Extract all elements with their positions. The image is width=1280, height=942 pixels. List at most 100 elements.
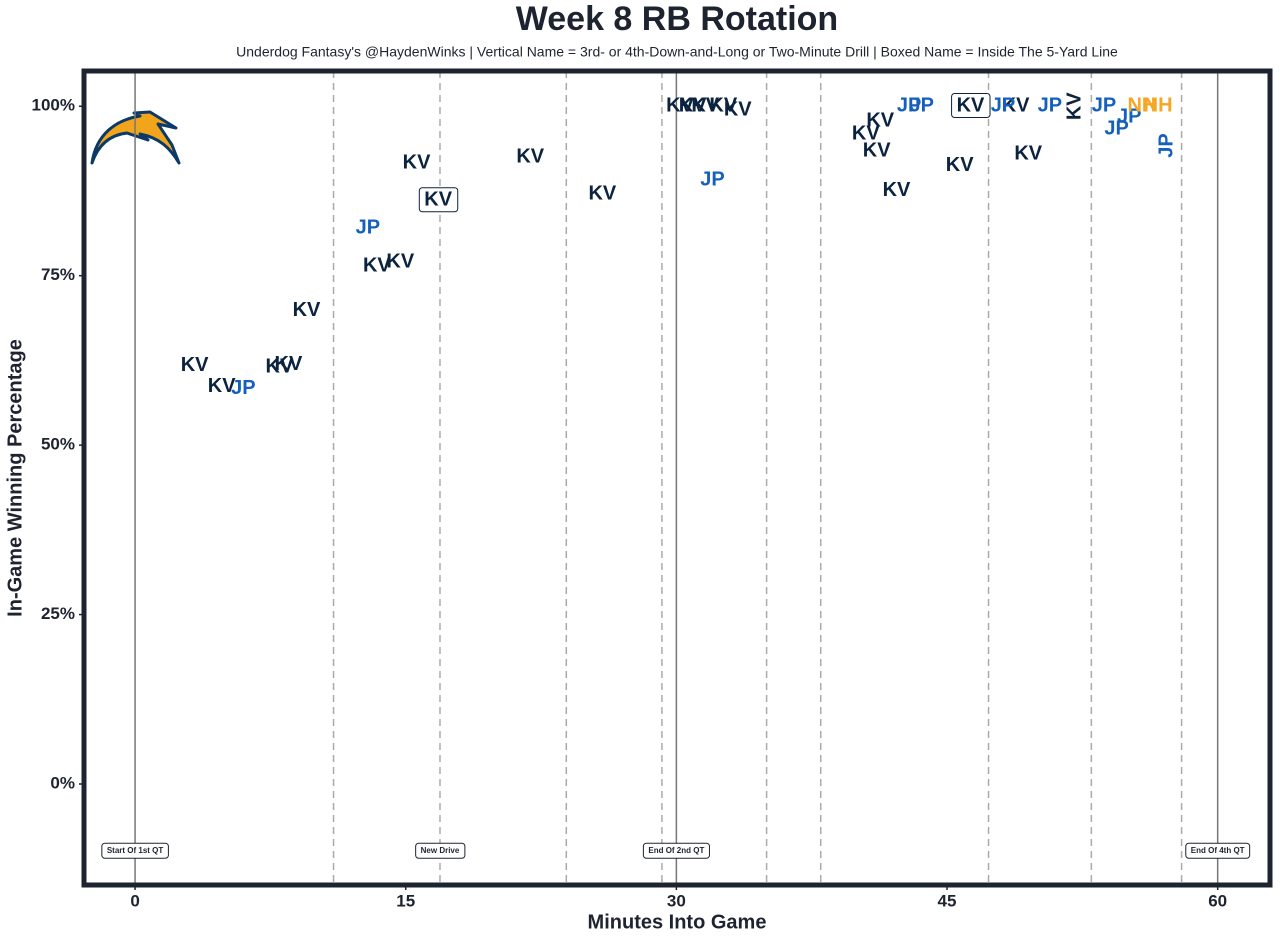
point-group: KV: [403, 151, 431, 173]
point-group: JP: [231, 377, 255, 399]
point-group: KV: [293, 299, 321, 321]
point-label: KV: [866, 109, 894, 131]
point-group: KV: [946, 154, 974, 176]
inside-5-box: [418, 187, 459, 213]
point-group: JP: [1092, 95, 1116, 117]
point-group: KV: [951, 93, 991, 119]
point-group: JP: [991, 95, 1015, 117]
point-label: JP: [1117, 105, 1141, 127]
point-group: KV: [679, 95, 707, 117]
point-label: NH: [1127, 95, 1156, 117]
point-label: KV: [403, 151, 431, 173]
point-group: KV: [266, 355, 294, 377]
chart-subtitle: Underdog Fantasy's @HaydenWinks | Vertic…: [236, 44, 1118, 60]
team-logo: [90, 110, 181, 165]
point-label: JP: [1092, 95, 1116, 117]
annotation-text: End Of 4th QT: [1191, 846, 1245, 855]
annotation: End Of 4th QT: [1185, 842, 1251, 859]
point-label: KV: [863, 139, 891, 161]
point-label: KV: [363, 254, 391, 276]
chart-title: Week 8 RB Rotation: [516, 0, 838, 38]
point-group: KV: [1014, 143, 1042, 165]
annotation: New Drive: [415, 842, 466, 859]
point-label: JP: [1038, 95, 1062, 117]
y-tick-label: 100%: [32, 96, 75, 115]
point-group: KV: [418, 187, 459, 213]
annotation-box: [415, 842, 466, 859]
x-tick-label: 45: [938, 891, 957, 910]
point-group: JP: [700, 168, 724, 190]
point-label: KV: [181, 354, 209, 376]
x-tick-label: 15: [396, 891, 415, 910]
plot-frame: [81, 68, 1273, 888]
point-group: JP: [1155, 133, 1177, 157]
annotation-box: [1185, 842, 1251, 859]
point-label: KV: [208, 375, 236, 397]
point-label: KV: [679, 95, 707, 117]
point-group: KV: [866, 109, 894, 131]
point-group: KV: [724, 99, 752, 121]
point-label: KV: [709, 95, 737, 117]
point-group: KV: [1002, 95, 1030, 117]
point-label: JP: [231, 377, 255, 399]
point-group: JP: [897, 95, 921, 117]
point-label: JP: [1104, 118, 1128, 140]
point-label: JP: [910, 95, 934, 117]
point-label: KV: [1014, 143, 1042, 165]
point-label: KV: [883, 179, 911, 201]
point-label: KV: [516, 145, 544, 167]
point-group: KV: [181, 354, 209, 376]
point-group: KV: [516, 145, 544, 167]
point-group: KV: [863, 139, 891, 161]
point-label: KV: [1002, 95, 1030, 117]
point-group: JP: [1117, 105, 1141, 127]
point-group: JP: [910, 95, 934, 117]
point-label: KV: [691, 95, 719, 117]
annotation-text: Start Of 1st QT: [107, 846, 164, 855]
y-tick-label: 75%: [41, 265, 75, 284]
point-group: KV: [666, 95, 694, 117]
x-tick-label: 0: [130, 891, 139, 910]
annotation-text: New Drive: [421, 846, 460, 855]
point-group: KV: [588, 183, 616, 205]
annotation: Start Of 1st QT: [101, 842, 169, 859]
point-label: JP: [991, 95, 1015, 117]
y-tick-label: 50%: [41, 435, 75, 454]
point-group: KV: [1063, 92, 1085, 120]
y-axis-label: In-Game Winning Percentage: [4, 339, 26, 617]
point-label: KV: [424, 189, 452, 211]
annotation-box: [642, 842, 710, 859]
annotation-text: End Of 2nd QT: [648, 846, 704, 855]
point-group: JP: [1104, 118, 1128, 140]
annotation: End Of 2nd QT: [642, 842, 710, 859]
point-group: KV: [883, 179, 911, 201]
x-tick-label: 60: [1208, 891, 1227, 910]
point-label: JP: [700, 168, 724, 190]
point-label: KV: [588, 183, 616, 205]
inside-5-box: [951, 93, 991, 119]
point-label: KV: [957, 95, 985, 117]
point-group: KV: [691, 95, 719, 117]
annotation-box: [101, 842, 169, 859]
point-group: NH: [1127, 95, 1156, 117]
point-group: KV: [275, 353, 303, 375]
x-tick-label: 30: [667, 891, 686, 910]
point-label: KV: [275, 353, 303, 375]
point-group: KV: [208, 375, 236, 397]
y-tick-label: 25%: [41, 604, 75, 623]
x-axis-label: Minutes Into Game: [588, 911, 767, 933]
point-label: KV: [386, 250, 414, 272]
point-label: KV: [724, 99, 752, 121]
point-group: JP: [1038, 95, 1062, 117]
point-label: KV: [266, 355, 294, 377]
point-label: NH: [1144, 95, 1173, 117]
point-label: KV: [852, 122, 880, 144]
point-label: KV: [293, 299, 321, 321]
point-label: JP: [897, 95, 921, 117]
point-group: KV: [852, 122, 880, 144]
point-label: JP: [356, 217, 380, 239]
point-group: KV: [709, 95, 737, 117]
point-label: KV: [666, 95, 694, 117]
